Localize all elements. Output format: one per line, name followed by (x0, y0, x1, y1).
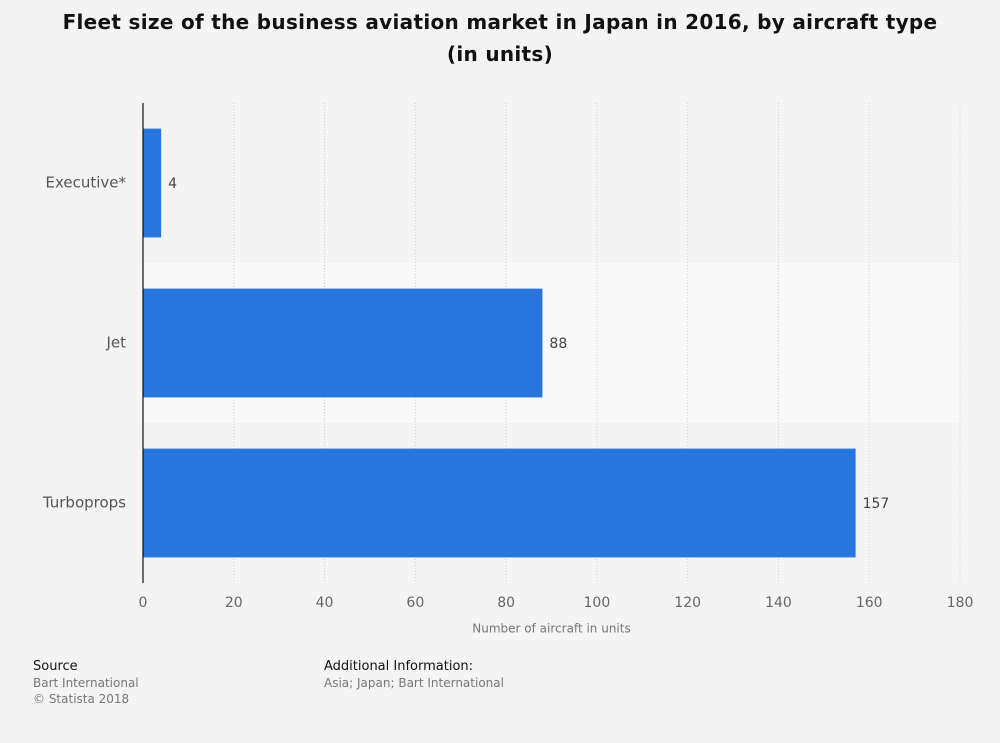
x-axis-label: Number of aircraft in units (472, 622, 630, 636)
x-tick-label: 160 (856, 595, 883, 611)
x-tick-label: 0 (139, 595, 148, 611)
x-tick-label: 120 (674, 595, 701, 611)
x-tick-label: 180 (947, 595, 974, 611)
bar (143, 448, 856, 558)
chart-title: Fleet size of the business aviation mark… (62, 10, 938, 66)
x-tick-label: 100 (584, 595, 611, 611)
band-background (143, 103, 960, 263)
additional-info: Asia; Japan; Bart International (324, 676, 504, 690)
x-tick-label: 40 (316, 595, 334, 611)
x-tick-label: 60 (406, 595, 424, 611)
additional-label: Additional Information: (324, 659, 474, 674)
y-tick-label: Executive* (45, 174, 126, 192)
source: Bart International (33, 676, 139, 690)
y-tick-label: Turboprops (42, 494, 126, 512)
value-label: 4 (168, 176, 177, 192)
source-label: Source (33, 659, 78, 674)
copyright: © Statista 2018 (33, 692, 130, 706)
additional-block: Additional Information: Asia; Japan; Bar… (324, 658, 504, 691)
value-label: 157 (863, 496, 890, 512)
value-label: 88 (549, 336, 567, 352)
bar (143, 128, 162, 238)
source-block: Source Bart International © Statista 201… (33, 658, 139, 707)
y-tick-label: Jet (105, 334, 126, 352)
x-tick-label: 80 (497, 595, 515, 611)
x-tick-label: 140 (765, 595, 792, 611)
x-tick-label: 20 (225, 595, 243, 611)
bar (143, 288, 543, 398)
